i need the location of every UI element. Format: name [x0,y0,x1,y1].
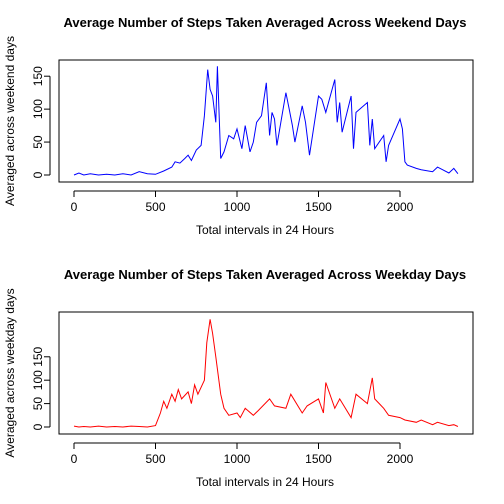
weekend-x-axis-label: Total intervals in 24 Hours [196,223,334,237]
weekday-chart: Average Number of Steps Taken Averaged A… [3,267,474,489]
weekend-series-line [73,66,459,176]
weekend-y-axis: 0 50 100 150 [31,66,51,178]
weekday-y-tick-label: 150 [31,346,45,366]
weekday-x-tick-label: 2000 [387,452,414,466]
weekday-y-axis-label: Averaged across weekday days [3,288,17,457]
weekday-x-axis-label: Total intervals in 24 Hours [196,475,334,489]
weekend-y-tick-label: 0 [31,171,45,178]
weekday-x-tick-label: 500 [145,452,165,466]
weekend-x-tick-label: 1000 [224,200,251,214]
weekday-y-axis: 0 50 100 150 [31,346,51,430]
weekday-x-tick-label: 0 [71,452,78,466]
weekend-chart: Average Number of Steps Taken Averaged A… [3,15,474,237]
weekend-x-axis: 0 500 1000 1500 2000 [71,190,414,214]
weekend-x-tick-label: 2000 [387,200,414,214]
weekend-x-tick-label: 500 [145,200,165,214]
weekday-x-tick-label: 1000 [224,452,251,466]
weekend-y-tick-label: 100 [31,99,45,119]
weekend-y-tick-label: 50 [31,135,45,149]
weekend-x-tick-label: 0 [71,200,78,214]
weekend-y-tick-label: 150 [31,66,45,86]
weekday-x-axis: 0 500 1000 1500 2000 [71,442,414,466]
weekday-series-line [73,319,459,428]
weekday-y-tick-label: 50 [31,397,45,411]
weekend-plot-frame [58,59,474,183]
weekday-x-tick-label: 1500 [305,452,332,466]
weekend-chart-title: Average Number of Steps Taken Averaged A… [64,15,467,30]
weekend-y-axis-label: Averaged across weekend days [3,36,17,206]
weekday-plot-frame [58,311,474,435]
weekday-y-tick-label: 0 [31,423,45,430]
weekday-chart-title: Average Number of Steps Taken Averaged A… [64,267,466,282]
weekday-y-tick-label: 100 [31,370,45,390]
weekend-x-tick-label: 1500 [305,200,332,214]
